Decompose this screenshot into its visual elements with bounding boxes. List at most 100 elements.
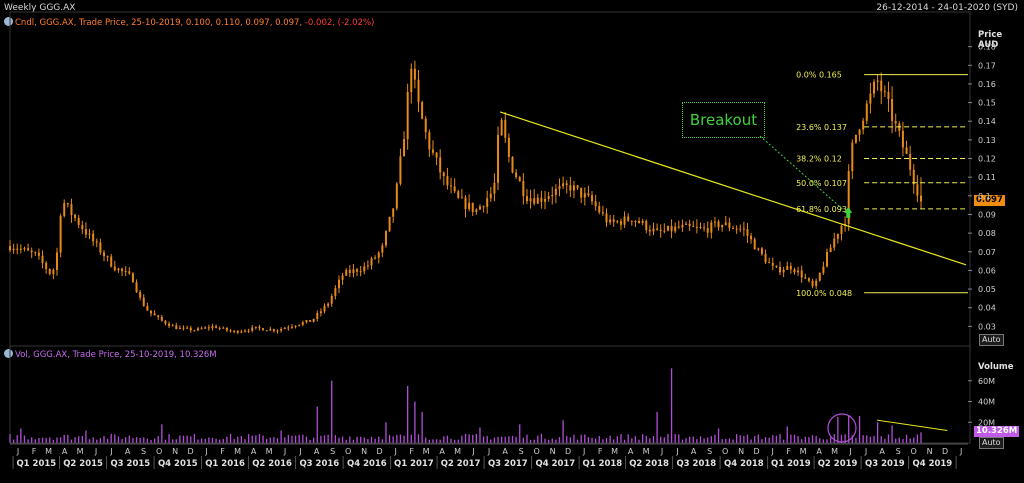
month-tick-label: M	[234, 447, 241, 456]
candle-body	[431, 149, 434, 153]
settings-icon[interactable]	[4, 349, 13, 358]
candle-body	[587, 193, 590, 196]
candle-body	[482, 206, 485, 208]
volume-panel-frame	[9, 345, 971, 444]
candle-body	[283, 328, 286, 330]
candle-body	[695, 226, 698, 228]
candle-body	[576, 185, 579, 188]
month-tick-label: A	[62, 447, 68, 456]
candle-body	[435, 152, 438, 158]
candle-body	[847, 171, 850, 224]
candle-body	[594, 201, 597, 207]
month-tick-label: D	[565, 447, 571, 456]
candle-body	[298, 324, 301, 326]
month-tick-label: O	[910, 447, 916, 456]
candle-body	[189, 327, 192, 331]
month-tick-label: A	[502, 447, 508, 456]
candle-body	[638, 220, 641, 223]
candle-body	[70, 204, 73, 216]
candle-body	[301, 322, 304, 325]
price-tick-label: 0.12	[978, 155, 996, 164]
candle-body	[659, 229, 662, 232]
candle-body	[204, 327, 207, 329]
candle-body	[500, 119, 503, 136]
settings-icon[interactable]	[4, 17, 13, 26]
candle-body	[670, 225, 673, 232]
candle-body	[497, 135, 500, 183]
candle-body	[840, 225, 843, 234]
candle-body	[142, 297, 145, 306]
candle-body	[851, 142, 854, 172]
month-tick-label: J	[298, 447, 301, 456]
candle-body	[735, 228, 738, 230]
candle-body	[580, 187, 583, 198]
quarter-label: Q2 2018	[629, 459, 669, 469]
volume-legend: Vol, GGG.AX, Trade Price, 25-10-2019, 10…	[4, 349, 217, 360]
candle-body	[110, 256, 113, 267]
month-tick-label: D	[754, 447, 760, 456]
candle-body	[717, 221, 720, 228]
candle-body	[319, 311, 322, 314]
month-tick-label: M	[643, 447, 650, 456]
candle-body	[113, 266, 116, 271]
candle-body	[403, 139, 406, 157]
candle-body	[312, 318, 315, 322]
candle-body	[569, 185, 572, 191]
quarter-label: Q2 2017	[441, 459, 481, 469]
candle-body	[862, 120, 865, 130]
quarter-label: Q1 2016	[205, 459, 245, 469]
candle-body	[52, 269, 55, 274]
candle-body	[233, 330, 236, 332]
candle-body	[775, 265, 778, 267]
quarter-label: Q3 2016	[299, 459, 339, 469]
candle-body	[641, 221, 644, 223]
month-tick-label: F	[32, 447, 37, 456]
price-auto-button[interactable]: Auto	[979, 334, 1004, 346]
month-tick-label: A	[125, 447, 131, 456]
candle-body	[912, 169, 915, 185]
candle-body	[160, 316, 163, 321]
candle-body	[612, 219, 615, 222]
candle-body	[533, 198, 536, 204]
candle-body	[388, 216, 391, 232]
candle-body	[135, 282, 138, 292]
month-tick-label: D	[377, 447, 383, 456]
month-tick-label: O	[156, 447, 162, 456]
month-tick-label: A	[816, 447, 822, 456]
candle-body	[706, 228, 709, 233]
candle-body	[721, 224, 724, 228]
candle-body	[836, 233, 839, 239]
candle-body	[92, 233, 95, 242]
volume-auto-button[interactable]: Auto	[979, 437, 1004, 449]
candle-body	[211, 326, 214, 329]
candle-body	[757, 248, 760, 250]
candle-body	[619, 221, 622, 225]
candle-body	[811, 280, 814, 287]
candle-body	[323, 305, 326, 312]
month-tick-label: N	[361, 447, 367, 456]
candle-body	[739, 228, 742, 230]
price-tick-label: 0.03	[978, 322, 996, 331]
candle-body	[164, 320, 167, 324]
month-tick-label: S	[330, 447, 335, 456]
candle-body	[789, 266, 792, 270]
candle-body	[280, 328, 283, 331]
candle-body	[37, 252, 40, 256]
candle-body	[229, 330, 232, 332]
candle-body	[883, 91, 886, 93]
candle-body	[421, 102, 424, 119]
candle-body	[290, 326, 293, 328]
candle-body	[384, 231, 387, 246]
chart-title: Weekly GGG.AX	[4, 3, 76, 13]
candle-body	[178, 327, 181, 330]
candle-body	[424, 118, 427, 133]
candle-body	[88, 233, 91, 235]
price-tick-label: 0.08	[978, 229, 996, 238]
candle-body	[486, 198, 489, 207]
candle-body	[215, 326, 218, 328]
candle-body	[12, 248, 15, 251]
candle-body	[536, 197, 539, 204]
candle-body	[540, 197, 543, 202]
quarter-label: Q4 2015	[158, 459, 198, 469]
candle-body	[128, 271, 131, 274]
